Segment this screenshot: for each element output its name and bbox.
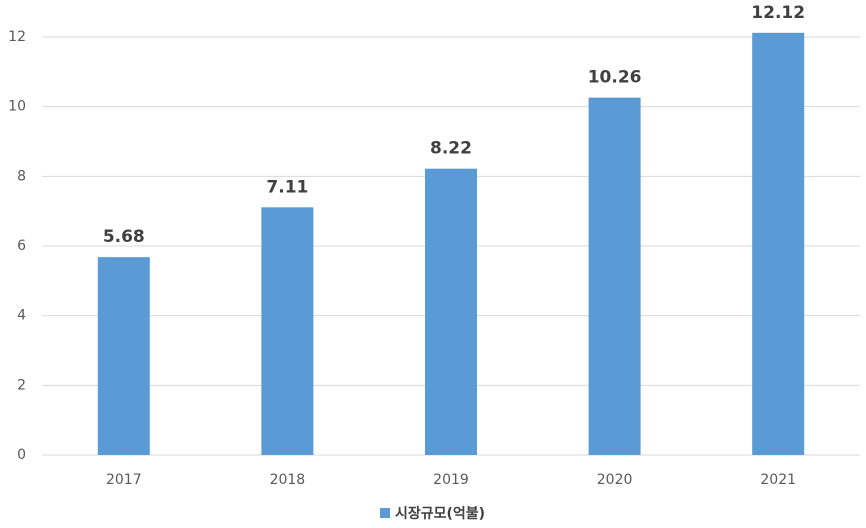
x-tick-label: 2020: [597, 472, 633, 488]
bar: [425, 168, 477, 456]
legend-label: 시장규모(억불): [395, 505, 485, 522]
x-tick-label: 2021: [760, 472, 796, 488]
bar: [588, 97, 641, 456]
y-tick-label: 10: [8, 99, 26, 115]
bar: [261, 207, 314, 455]
legend-swatch: [380, 508, 390, 518]
bar: [97, 257, 150, 455]
x-tick-label: 2019: [433, 472, 469, 488]
data-label: 7.11: [266, 177, 308, 197]
y-tick-label: 4: [17, 308, 26, 324]
bar: [752, 32, 805, 455]
data-label: 8.22: [430, 139, 472, 159]
y-tick-label: 12: [8, 29, 26, 45]
x-tick-label: 2017: [106, 472, 142, 488]
x-tick-label: 2018: [270, 472, 306, 488]
y-tick-label: 6: [17, 238, 26, 254]
data-label: 5.68: [103, 227, 145, 247]
y-tick-label: 8: [17, 168, 26, 184]
data-label: 12.12: [751, 3, 805, 23]
y-tick-label: 2: [17, 377, 26, 393]
data-label: 10.26: [588, 68, 642, 88]
y-tick-label: 0: [17, 447, 26, 463]
